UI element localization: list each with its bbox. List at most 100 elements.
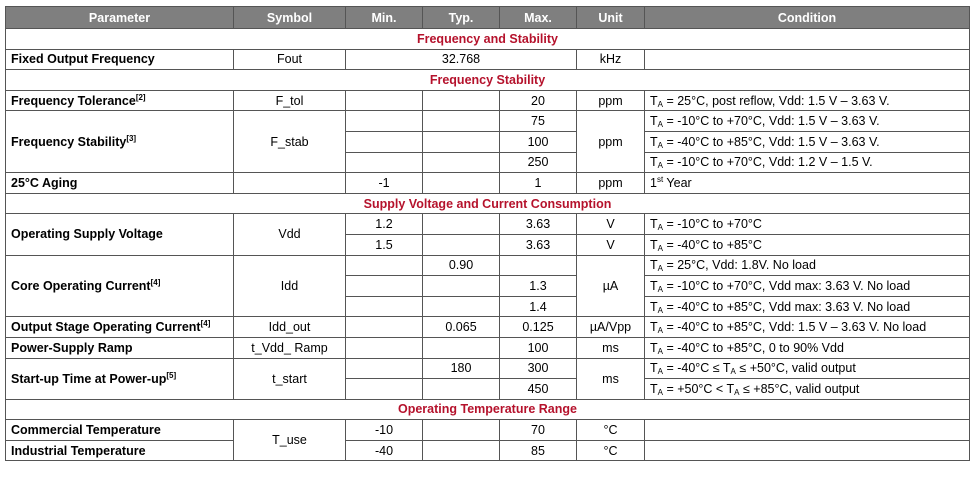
max-cell: 0.125: [499, 316, 577, 338]
header-max: Max.: [499, 6, 577, 29]
typ-cell: [422, 378, 500, 400]
max-cell: 85: [499, 439, 577, 462]
typ-cell: [422, 275, 500, 297]
parameter-cell: Start-up Time at Power-up[5]: [5, 357, 234, 400]
max-cell: 100: [499, 130, 577, 153]
section-title: Frequency and Stability: [5, 28, 970, 50]
parameter-cell: Output Stage Operating Current[4]: [5, 316, 234, 338]
max-cell: [499, 254, 577, 277]
max-cell: 1.3: [499, 275, 577, 297]
max-cell: 100: [499, 336, 577, 359]
condition-cell: TA = -40°C to +85°C, Vdd: 1.5 V – 3.63 V…: [644, 316, 970, 338]
typ-cell: 32.768: [345, 48, 577, 71]
table-row: 1.5 3.63 V TA = -40°C to +85°C: [6, 233, 970, 256]
table-row: Industrial Temperature -40 85 °C: [5, 439, 970, 462]
table-row: Frequency Tolerance[2] F_tol 20 ppm TA =…: [5, 89, 970, 112]
condition-cell: TA = -40°C ≤ TA ≤ +50°C, valid output: [644, 357, 970, 380]
parameter-label: Frequency Stability: [11, 134, 127, 149]
table-row: Start-up Time at Power-up[5] t_start 180…: [5, 357, 970, 400]
table-row: Fixed Output Frequency Fout 32.768 kHz: [5, 48, 970, 71]
section-row: Frequency and Stability: [5, 28, 970, 50]
parameter-cell: Core Operating Current[4]: [5, 254, 234, 318]
max-cell: 3.63: [499, 233, 577, 256]
min-cell: [345, 151, 423, 174]
symbol-cell: t_Vdd_ Ramp: [233, 336, 346, 359]
parameter-cell: Operating Supply Voltage: [5, 213, 234, 256]
parameter-label: Start-up Time at Power-up: [11, 371, 167, 386]
unit-cell: ppm: [576, 110, 645, 174]
symbol-cell: F_stab: [233, 110, 346, 174]
table-row: Frequency Stability[3] F_stab 75 ppm TA …: [5, 110, 970, 174]
min-cell: [345, 357, 423, 380]
electrical-characteristics-table: Parameter Symbol Min. Typ. Max. Unit Con…: [5, 6, 970, 462]
condition-cell: TA = -40°C to +85°C, Vdd max: 3.63 V. No…: [644, 295, 970, 318]
table-row: Output Stage Operating Current[4] Idd_ou…: [5, 316, 970, 338]
condition-cell: TA = -10°C to +70°C, Vdd: 1.5 V – 3.63 V…: [644, 110, 970, 132]
condition-cell: TA = -10°C to +70°C, Vdd max: 3.63 V. No…: [644, 275, 970, 297]
symbol-cell: t_start: [233, 357, 346, 400]
table-row: 1.4 TA = -40°C to +85°C, Vdd max: 3.63 V…: [6, 295, 970, 318]
table-row: Commercial Temperature T_use -10 70 °C: [5, 419, 970, 462]
condition-cell: [644, 48, 970, 71]
min-cell: [345, 254, 423, 277]
typ-cell: [422, 151, 500, 174]
typ-cell: [422, 213, 500, 235]
section-title: Supply Voltage and Current Consumption: [5, 192, 970, 215]
unit-cell: °C: [576, 419, 645, 441]
condition-cell: TA = 25°C, post reflow, Vdd: 1.5 V – 3.6…: [644, 89, 970, 112]
unit-cell: ppm: [576, 89, 645, 112]
symbol-cell: [233, 172, 346, 194]
typ-cell: 0.90: [422, 254, 500, 277]
min-cell: [345, 295, 423, 318]
unit-cell: V: [576, 233, 645, 256]
max-cell: 20: [499, 89, 577, 112]
typ-cell: 0.065: [422, 316, 500, 338]
parameter-label: Output Stage Operating Current: [11, 320, 201, 335]
unit-cell: ppm: [576, 172, 645, 194]
unit-cell: V: [576, 213, 645, 235]
unit-cell: µA: [576, 254, 645, 318]
max-cell: 3.63: [499, 213, 577, 235]
condition-cell: 1st Year: [644, 172, 970, 194]
min-cell: 1.5: [345, 233, 423, 256]
table-row: 100 TA = -40°C to +85°C, Vdd: 1.5 V – 3.…: [6, 130, 970, 153]
parameter-cell: Power-Supply Ramp: [5, 336, 234, 359]
condition-cell: TA = -40°C to +85°C, Vdd: 1.5 V – 3.63 V…: [644, 130, 970, 153]
condition-cell: TA = -40°C to +85°C, 0 to 90% Vdd: [644, 336, 970, 359]
max-cell: 1.4: [499, 295, 577, 318]
parameter-label: Frequency Tolerance: [11, 93, 136, 108]
symbol-cell: Vdd: [233, 213, 346, 256]
unit-cell: ms: [576, 357, 645, 400]
section-title: Frequency Stability: [5, 69, 970, 91]
min-cell: [345, 336, 423, 359]
footnote-ref: [4]: [200, 319, 211, 329]
footnote-ref: [2]: [135, 92, 146, 102]
header-unit: Unit: [576, 6, 645, 29]
section-row: Operating Temperature Range: [5, 398, 970, 421]
condition-cell: [644, 419, 970, 441]
table-row: Core Operating Current[4] Idd 0.90 µA TA…: [5, 254, 970, 318]
section-row: Frequency Stability: [5, 69, 970, 91]
unit-cell: kHz: [576, 48, 645, 71]
typ-cell: [422, 419, 500, 441]
symbol-cell: F_tol: [233, 89, 346, 112]
typ-cell: 180: [422, 357, 500, 380]
parameter-cell: Frequency Stability[3]: [5, 110, 234, 174]
max-cell: 250: [499, 151, 577, 174]
table-row: Power-Supply Ramp t_Vdd_ Ramp 100 ms TA …: [5, 336, 970, 359]
condition-cell: TA = -40°C to +85°C: [644, 233, 970, 256]
header-min: Min.: [345, 6, 423, 29]
symbol-cell: Idd: [233, 254, 346, 318]
max-cell: 70: [499, 419, 577, 441]
condition-cell: TA = +50°C < TA ≤ +85°C, valid output: [644, 378, 970, 400]
min-cell: [345, 316, 423, 338]
header-parameter: Parameter: [5, 6, 234, 29]
typ-cell: [422, 439, 500, 462]
table-row: 1.3 TA = -10°C to +70°C, Vdd max: 3.63 V…: [6, 275, 970, 297]
typ-cell: [422, 233, 500, 256]
max-cell: 300: [499, 357, 577, 380]
section-title: Operating Temperature Range: [5, 398, 970, 421]
table-row: 25°C Aging -1 1 ppm 1st Year: [5, 172, 970, 194]
table-row: 450 TA = +50°C < TA ≤ +85°C, valid outpu…: [6, 378, 970, 400]
